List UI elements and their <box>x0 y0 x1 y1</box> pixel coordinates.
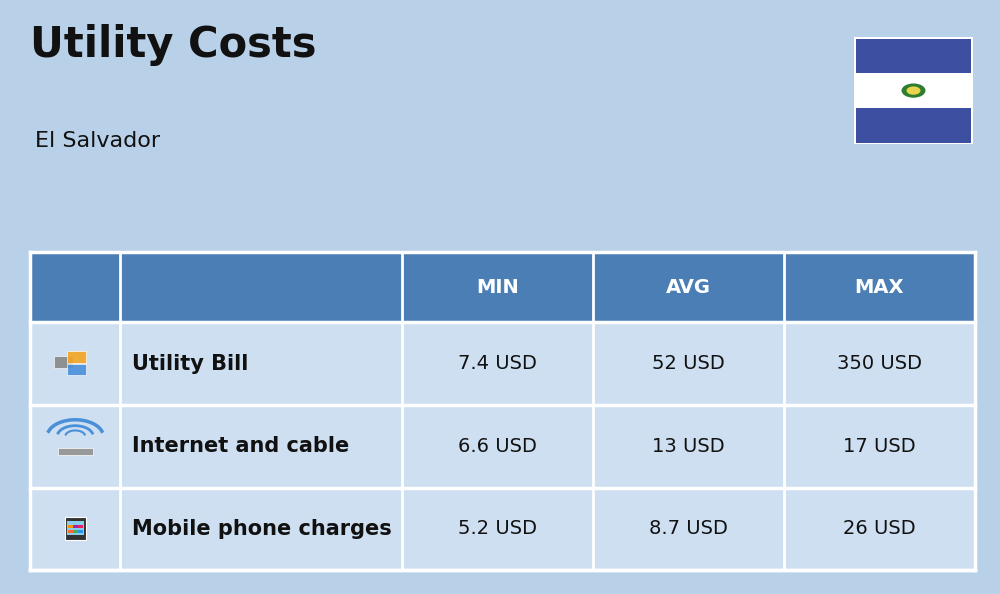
Text: Mobile phone charges: Mobile phone charges <box>132 519 391 539</box>
Bar <box>73 530 78 533</box>
Bar <box>68 530 73 533</box>
Bar <box>54 356 73 368</box>
Text: 17 USD: 17 USD <box>843 437 916 456</box>
Bar <box>78 525 83 527</box>
Bar <box>856 73 971 108</box>
Bar <box>30 488 975 570</box>
Bar <box>30 252 975 323</box>
Text: 7.4 USD: 7.4 USD <box>458 354 537 373</box>
Text: MAX: MAX <box>855 278 904 297</box>
Text: MIN: MIN <box>476 278 519 297</box>
Bar <box>30 323 975 405</box>
Bar <box>856 39 971 73</box>
Bar <box>854 37 973 144</box>
Bar <box>58 448 93 454</box>
Text: Utility Bill: Utility Bill <box>132 353 248 374</box>
Circle shape <box>906 86 920 94</box>
Bar <box>78 530 83 533</box>
Bar <box>67 351 86 362</box>
Bar <box>856 108 971 143</box>
Text: 13 USD: 13 USD <box>652 437 725 456</box>
Text: Internet and cable: Internet and cable <box>132 437 349 456</box>
Bar <box>65 517 86 541</box>
Text: 5.2 USD: 5.2 USD <box>458 519 537 538</box>
Text: Utility Costs: Utility Costs <box>30 24 316 66</box>
Text: 52 USD: 52 USD <box>652 354 725 373</box>
Bar <box>67 520 84 536</box>
Bar <box>30 405 975 488</box>
Bar <box>73 525 78 527</box>
Circle shape <box>902 83 926 97</box>
Text: AVG: AVG <box>666 278 711 297</box>
Bar <box>68 525 73 527</box>
Text: El Salvador: El Salvador <box>35 131 160 151</box>
Text: 350 USD: 350 USD <box>837 354 922 373</box>
Bar <box>67 364 86 375</box>
Text: 6.6 USD: 6.6 USD <box>458 437 537 456</box>
Text: 8.7 USD: 8.7 USD <box>649 519 728 538</box>
Text: 26 USD: 26 USD <box>843 519 916 538</box>
